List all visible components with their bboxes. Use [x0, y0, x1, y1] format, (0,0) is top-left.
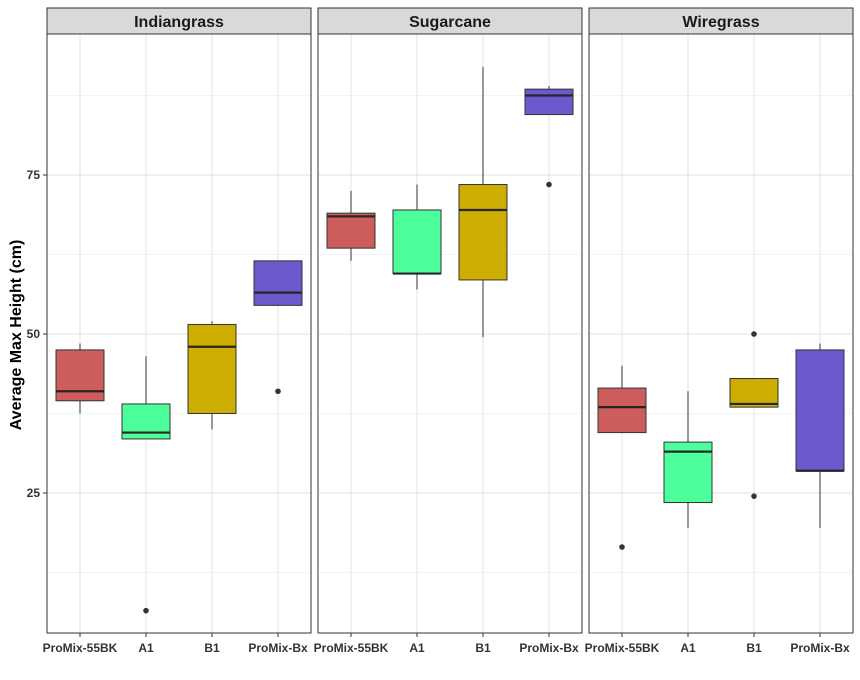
x-tick-label: ProMix-Bx — [248, 641, 308, 655]
facet-strip — [588, 7, 854, 35]
x-tick-label: B1 — [204, 641, 220, 655]
x-tick-label: ProMix-Bx — [790, 641, 850, 655]
x-tick-label: ProMix-55BK — [43, 641, 118, 655]
box-promix-bx — [795, 343, 845, 528]
box-iqr — [729, 378, 779, 408]
box-a1 — [392, 184, 442, 290]
box-iqr — [597, 387, 647, 434]
x-tick-label: A1 — [138, 641, 154, 655]
box-iqr — [187, 323, 237, 414]
box-promix-bx — [253, 260, 303, 395]
facet-strip — [46, 7, 312, 35]
x-tick-label: ProMix-55BK — [585, 641, 660, 655]
outlier-point — [143, 607, 149, 614]
box-iqr — [121, 403, 171, 440]
panel-border — [46, 33, 312, 634]
box-iqr — [392, 209, 442, 275]
panel-border — [317, 33, 583, 634]
x-tick-label: A1 — [409, 641, 425, 655]
facet-panel-sugarcane: Sugarcane ProMix-55BK A1 B1 ProMix-Bx — [314, 7, 583, 655]
box-promix-55bk — [326, 190, 376, 261]
box-b1 — [729, 331, 779, 499]
outlier-point — [751, 493, 757, 499]
facet-strip-label: Wiregrass — [682, 14, 759, 31]
box-iqr — [795, 349, 845, 472]
x-tick-label: A1 — [680, 641, 696, 655]
y-tick-label: 25 — [27, 486, 41, 500]
box-a1 — [121, 356, 171, 614]
box-iqr — [524, 88, 574, 116]
x-tick-label: B1 — [475, 641, 491, 655]
y-axis-title: Average Max Height (cm) — [8, 240, 25, 431]
facet-strip-label: Sugarcane — [409, 14, 491, 31]
facet-panel-indiangrass: Indiangrass ProMix-55BK A1 B1 ProMix-Bx — [43, 7, 312, 655]
panel-border — [588, 33, 854, 634]
box-b1 — [187, 321, 237, 430]
box-iqr — [253, 260, 303, 306]
box-a1 — [663, 391, 713, 528]
box-b1 — [458, 66, 508, 338]
x-tick-label: ProMix-55BK — [314, 641, 389, 655]
outlier-point — [546, 181, 552, 188]
outlier-point — [619, 544, 625, 550]
y-tick-label: 50 — [27, 327, 41, 341]
y-tick-label: 75 — [27, 168, 41, 182]
facet-strip-label: Indiangrass — [134, 14, 224, 31]
outlier-point — [275, 388, 281, 395]
box-iqr — [326, 212, 376, 249]
box-promix-55bk — [597, 365, 647, 550]
box-promix-55bk — [55, 343, 105, 414]
x-tick-label: B1 — [746, 641, 762, 655]
box-iqr — [55, 349, 105, 402]
outlier-point — [751, 331, 757, 337]
box-promix-bx — [524, 85, 574, 188]
x-tick-label: ProMix-Bx — [519, 641, 579, 655]
facet-panel-wiregrass: Wiregrass ProMix-55BK A1 B1 ProMix-Bx — [585, 7, 854, 655]
box-iqr — [458, 184, 508, 281]
